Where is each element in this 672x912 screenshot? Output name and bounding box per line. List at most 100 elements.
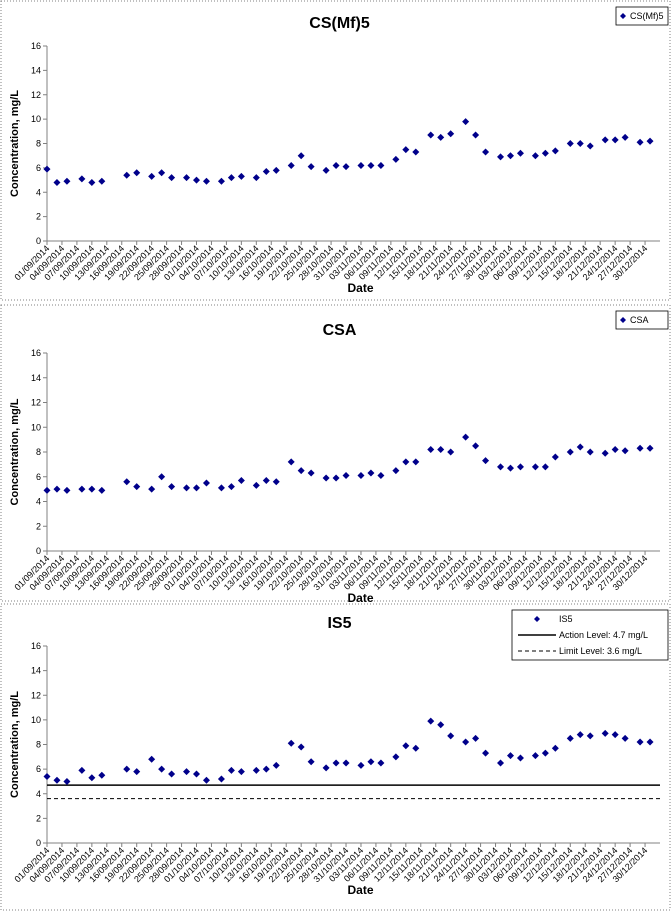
data-point: [98, 177, 106, 185]
y-tick-label: 14: [31, 65, 41, 75]
data-point: [227, 483, 235, 491]
data-point: [357, 761, 365, 769]
data-point: [53, 776, 61, 784]
data-point: [412, 744, 420, 752]
data-point: [427, 717, 435, 725]
data-point: [297, 743, 305, 751]
data-point: [551, 453, 559, 461]
data-point: [322, 166, 330, 174]
data-point: [482, 148, 490, 156]
data-point: [531, 152, 539, 160]
data-point: [516, 149, 524, 157]
data-point: [566, 140, 574, 147]
data-point: [202, 776, 210, 784]
data-point: [123, 478, 131, 486]
data-point: [158, 765, 166, 773]
data-point: [392, 467, 400, 475]
data-point: [227, 174, 235, 182]
data-point: [472, 442, 480, 450]
data-point: [237, 768, 245, 776]
data-point: [322, 474, 330, 482]
data-point: [272, 166, 280, 174]
chart-panel: CSA024681012141601/09/201404/09/201407/0…: [0, 304, 671, 605]
data-point: [252, 174, 260, 182]
data-point: [516, 754, 524, 762]
data-point: [183, 174, 191, 182]
data-point: [636, 138, 644, 146]
y-tick-label: 16: [31, 641, 41, 651]
data-point: [402, 742, 410, 750]
data-point: [601, 136, 609, 144]
data-point: [646, 738, 654, 746]
data-point: [262, 168, 270, 176]
data-point: [272, 761, 280, 769]
data-point: [402, 146, 410, 154]
data-point: [78, 175, 86, 183]
data-point: [551, 744, 559, 752]
data-point: [133, 768, 141, 776]
data-point: [412, 148, 420, 156]
data-point: [63, 177, 71, 185]
data-point: [227, 766, 235, 774]
data-point: [158, 169, 166, 177]
data-point: [437, 133, 445, 141]
data-point: [148, 755, 156, 763]
y-tick-label: 8: [36, 139, 41, 149]
data-point: [541, 149, 549, 157]
legend-label: CS(Mf)5: [630, 11, 664, 21]
data-point: [482, 457, 490, 465]
data-point: [427, 131, 435, 139]
data-point: [123, 765, 131, 773]
panel-border: [0, 304, 671, 602]
data-point: [586, 448, 594, 456]
data-point: [402, 458, 410, 466]
data-point: [43, 773, 51, 781]
y-tick-label: 6: [36, 764, 41, 774]
y-tick-label: 2: [36, 813, 41, 823]
data-point: [621, 133, 629, 141]
data-point: [646, 444, 654, 452]
data-point: [53, 179, 61, 186]
data-point: [193, 770, 201, 778]
data-point: [168, 174, 176, 182]
chart-title: CS(Mf)5: [309, 15, 370, 32]
data-point: [287, 458, 295, 466]
y-tick-label: 10: [31, 715, 41, 725]
chart-title: IS5: [327, 615, 351, 632]
legend-marker: [534, 616, 540, 622]
data-point: [462, 433, 470, 441]
legend-box: [615, 6, 669, 26]
data-point: [183, 484, 191, 492]
data-point: [506, 464, 514, 472]
y-axis-label: Concentration, mg/L: [9, 398, 21, 505]
data-point: [472, 734, 480, 742]
y-axis-label: Concentration, mg/L: [9, 90, 21, 197]
data-point: [516, 463, 524, 471]
data-point: [287, 739, 295, 747]
data-point: [237, 172, 245, 180]
data-point: [148, 485, 156, 493]
y-tick-label: 14: [31, 373, 41, 383]
y-tick-label: 10: [31, 114, 41, 124]
chart-panel: IS5024681012141601/09/201404/09/201407/0…: [0, 603, 671, 911]
data-point: [367, 469, 375, 477]
data-point: [437, 446, 445, 454]
y-tick-label: 4: [36, 497, 41, 507]
legend-label: CSA: [630, 315, 649, 325]
data-point: [392, 753, 400, 761]
data-point: [342, 759, 350, 767]
y-tick-label: 4: [36, 187, 41, 197]
data-point: [636, 738, 644, 746]
data-point: [98, 771, 106, 779]
data-point: [482, 749, 490, 757]
data-point: [332, 474, 340, 482]
data-point: [262, 476, 270, 484]
data-point: [168, 483, 176, 491]
data-point: [447, 732, 455, 740]
data-point: [576, 140, 584, 147]
data-point: [202, 479, 210, 487]
data-point: [88, 485, 96, 493]
data-point: [611, 136, 619, 144]
data-point: [377, 759, 385, 767]
y-tick-label: 0: [36, 546, 41, 556]
